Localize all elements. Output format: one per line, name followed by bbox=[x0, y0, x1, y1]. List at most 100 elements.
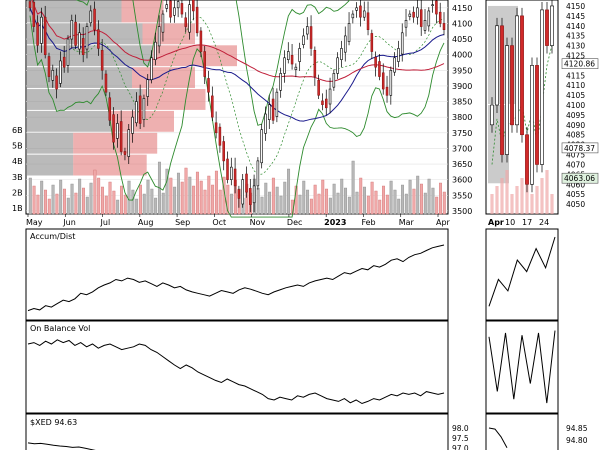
volume-bar bbox=[203, 189, 207, 215]
candle-body bbox=[142, 98, 146, 120]
volume-bar bbox=[161, 192, 165, 215]
x-axis-label: Feb bbox=[361, 218, 375, 227]
candle-body bbox=[211, 95, 214, 118]
volume-bar bbox=[389, 180, 393, 215]
candle-body bbox=[271, 98, 275, 121]
candle-body bbox=[435, 0, 438, 15]
candle-body bbox=[226, 158, 229, 180]
indicator-frame bbox=[25, 320, 449, 414]
volume-bar bbox=[404, 193, 408, 215]
price-tick-label: 3850 bbox=[452, 98, 472, 107]
moving-average-20-line bbox=[29, 7, 445, 175]
volume-bar bbox=[370, 181, 374, 215]
detail-volume-bar bbox=[505, 170, 509, 214]
candle-body bbox=[218, 126, 222, 146]
candle-body bbox=[400, 32, 404, 55]
candle-body bbox=[116, 123, 119, 139]
volume-profile-up-bar bbox=[27, 0, 122, 23]
price-tick-label: 4050 bbox=[452, 35, 472, 44]
candle-body bbox=[408, 13, 412, 17]
candle-body bbox=[43, 16, 47, 55]
candle-body bbox=[332, 73, 336, 88]
volume-bar bbox=[188, 176, 192, 215]
volume-bar bbox=[287, 168, 291, 215]
candle-body bbox=[381, 72, 385, 90]
candle-body bbox=[192, 0, 195, 12]
candle-body bbox=[36, 22, 39, 46]
volume-bar bbox=[180, 181, 184, 215]
bollinger-upper-line bbox=[30, 0, 351, 126]
volume-bar bbox=[74, 192, 78, 215]
volume-bar bbox=[317, 193, 321, 215]
candle-body bbox=[55, 75, 58, 90]
candle-body bbox=[241, 179, 244, 205]
volume-bar bbox=[271, 177, 275, 215]
volume-bar bbox=[59, 179, 63, 215]
candle-body bbox=[374, 56, 377, 68]
volume-profile-up-bar bbox=[27, 132, 74, 154]
candle-body bbox=[108, 97, 112, 121]
x-axis-label: Sep bbox=[175, 218, 190, 227]
volume-bar bbox=[36, 194, 40, 215]
volume-bar bbox=[283, 181, 287, 215]
volume-bar bbox=[28, 177, 32, 215]
candle-body bbox=[309, 26, 313, 49]
dollar-index-panel: $XED 94.63 98.097.597.0 94.85 94.80 bbox=[25, 413, 588, 452]
candle-body bbox=[131, 116, 134, 134]
volume-bar bbox=[119, 185, 123, 215]
volume-bar bbox=[268, 191, 272, 215]
detail-price-tick-label: 4115 bbox=[566, 71, 585, 80]
volume-bar bbox=[393, 189, 397, 215]
indicator-frame bbox=[25, 228, 449, 321]
candle-body bbox=[321, 100, 324, 105]
candle-body bbox=[157, 26, 161, 47]
candle-body bbox=[283, 57, 286, 74]
candle-body bbox=[180, 3, 184, 15]
volume-bar bbox=[397, 198, 401, 215]
candle-body bbox=[294, 66, 298, 70]
detail-x-axis-label: 17 bbox=[522, 218, 532, 227]
candle-body bbox=[207, 78, 210, 93]
volume-bar bbox=[366, 195, 370, 215]
volume-bar bbox=[378, 199, 382, 215]
x-axis-label: Apr bbox=[436, 218, 451, 227]
volume-bar bbox=[135, 198, 139, 215]
volume-profile-up-bar bbox=[27, 154, 74, 176]
volume-bar bbox=[192, 185, 196, 215]
volume-bar bbox=[325, 188, 329, 215]
candle-body bbox=[313, 49, 317, 77]
detail-volume-bar bbox=[540, 178, 544, 214]
detail-price-tick-label: 4130 bbox=[566, 42, 585, 51]
volume-profile-up-bar bbox=[27, 89, 143, 110]
volume-bar bbox=[382, 185, 385, 215]
price-tick-label: 3550 bbox=[452, 191, 472, 200]
volume-bar bbox=[82, 187, 85, 215]
candle-body bbox=[336, 57, 339, 74]
volume-tick-label: 5B bbox=[12, 142, 23, 151]
price-tick-label: 4100 bbox=[452, 19, 472, 28]
candle-body bbox=[355, 7, 358, 11]
candle-body bbox=[150, 57, 153, 80]
indicator-line bbox=[27, 339, 445, 405]
detail-price-tick-label: 4100 bbox=[566, 101, 585, 110]
detail-price-tick-label: 4145 bbox=[566, 12, 585, 21]
volume-tick-label: 4B bbox=[12, 157, 23, 166]
candle-body bbox=[298, 48, 301, 62]
volume-bar bbox=[85, 196, 89, 215]
volume-bar bbox=[218, 189, 222, 215]
candle-body bbox=[184, 17, 187, 27]
volume-bar bbox=[401, 184, 404, 215]
volume-bar bbox=[427, 178, 431, 215]
detail-volume-bar bbox=[535, 186, 539, 214]
candle-body bbox=[302, 35, 305, 45]
volume-bar bbox=[146, 179, 150, 215]
volume-bar bbox=[408, 179, 412, 215]
volume-bar bbox=[112, 190, 116, 215]
main-price-panel: 4150 4100 4050 4000 3950 3900 3850 3800 3750 3700… bbox=[12, 0, 472, 227]
detail-volume-bar bbox=[530, 194, 534, 214]
indicator-line bbox=[27, 244, 445, 312]
volume-bar bbox=[44, 189, 47, 215]
xed-tick-label: 98.0 bbox=[452, 424, 469, 433]
candle-body bbox=[256, 160, 260, 187]
volume-bar bbox=[131, 189, 135, 215]
